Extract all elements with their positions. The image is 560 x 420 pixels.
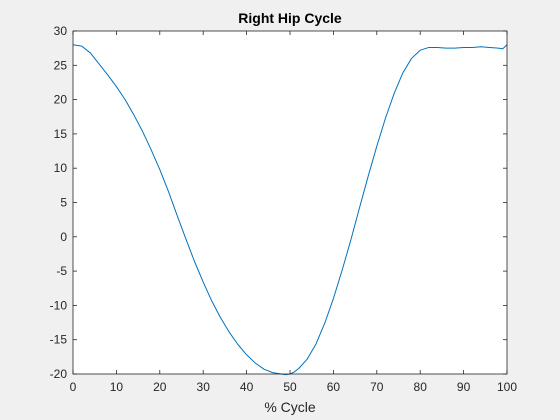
x-tick-label: 70	[370, 380, 384, 394]
y-tick-label: 25	[54, 58, 68, 72]
y-tick-label: 5	[60, 196, 67, 210]
x-tick-label: 20	[153, 380, 167, 394]
y-tick-label: 30	[54, 24, 68, 38]
x-tick-label: 50	[283, 380, 297, 394]
x-tick-label: 30	[197, 380, 211, 394]
x-tick-label: 0	[70, 380, 77, 394]
plot-area	[73, 31, 507, 374]
axes-box	[72, 30, 508, 375]
y-tick-label: 10	[54, 161, 68, 175]
x-tick-label: 90	[457, 380, 471, 394]
x-tick-label: 60	[327, 380, 341, 394]
series-line	[72, 44, 508, 376]
x-axis-label: % Cycle	[264, 399, 316, 415]
y-tick-label: -10	[50, 298, 68, 312]
x-tick-label: 40	[240, 380, 254, 394]
y-tick-label: 0	[60, 230, 67, 244]
chart-title: Right Hip Cycle	[238, 10, 342, 26]
y-tick-label: 15	[54, 127, 68, 141]
y-tick-label: -20	[50, 367, 68, 381]
y-tick-label: -5	[56, 264, 67, 278]
x-tick-label: 10	[110, 380, 124, 394]
x-tick-label: 80	[414, 380, 428, 394]
y-tick-label: 20	[54, 93, 68, 107]
x-tick-label: 100	[497, 380, 517, 394]
y-tick-label: -15	[50, 333, 68, 347]
